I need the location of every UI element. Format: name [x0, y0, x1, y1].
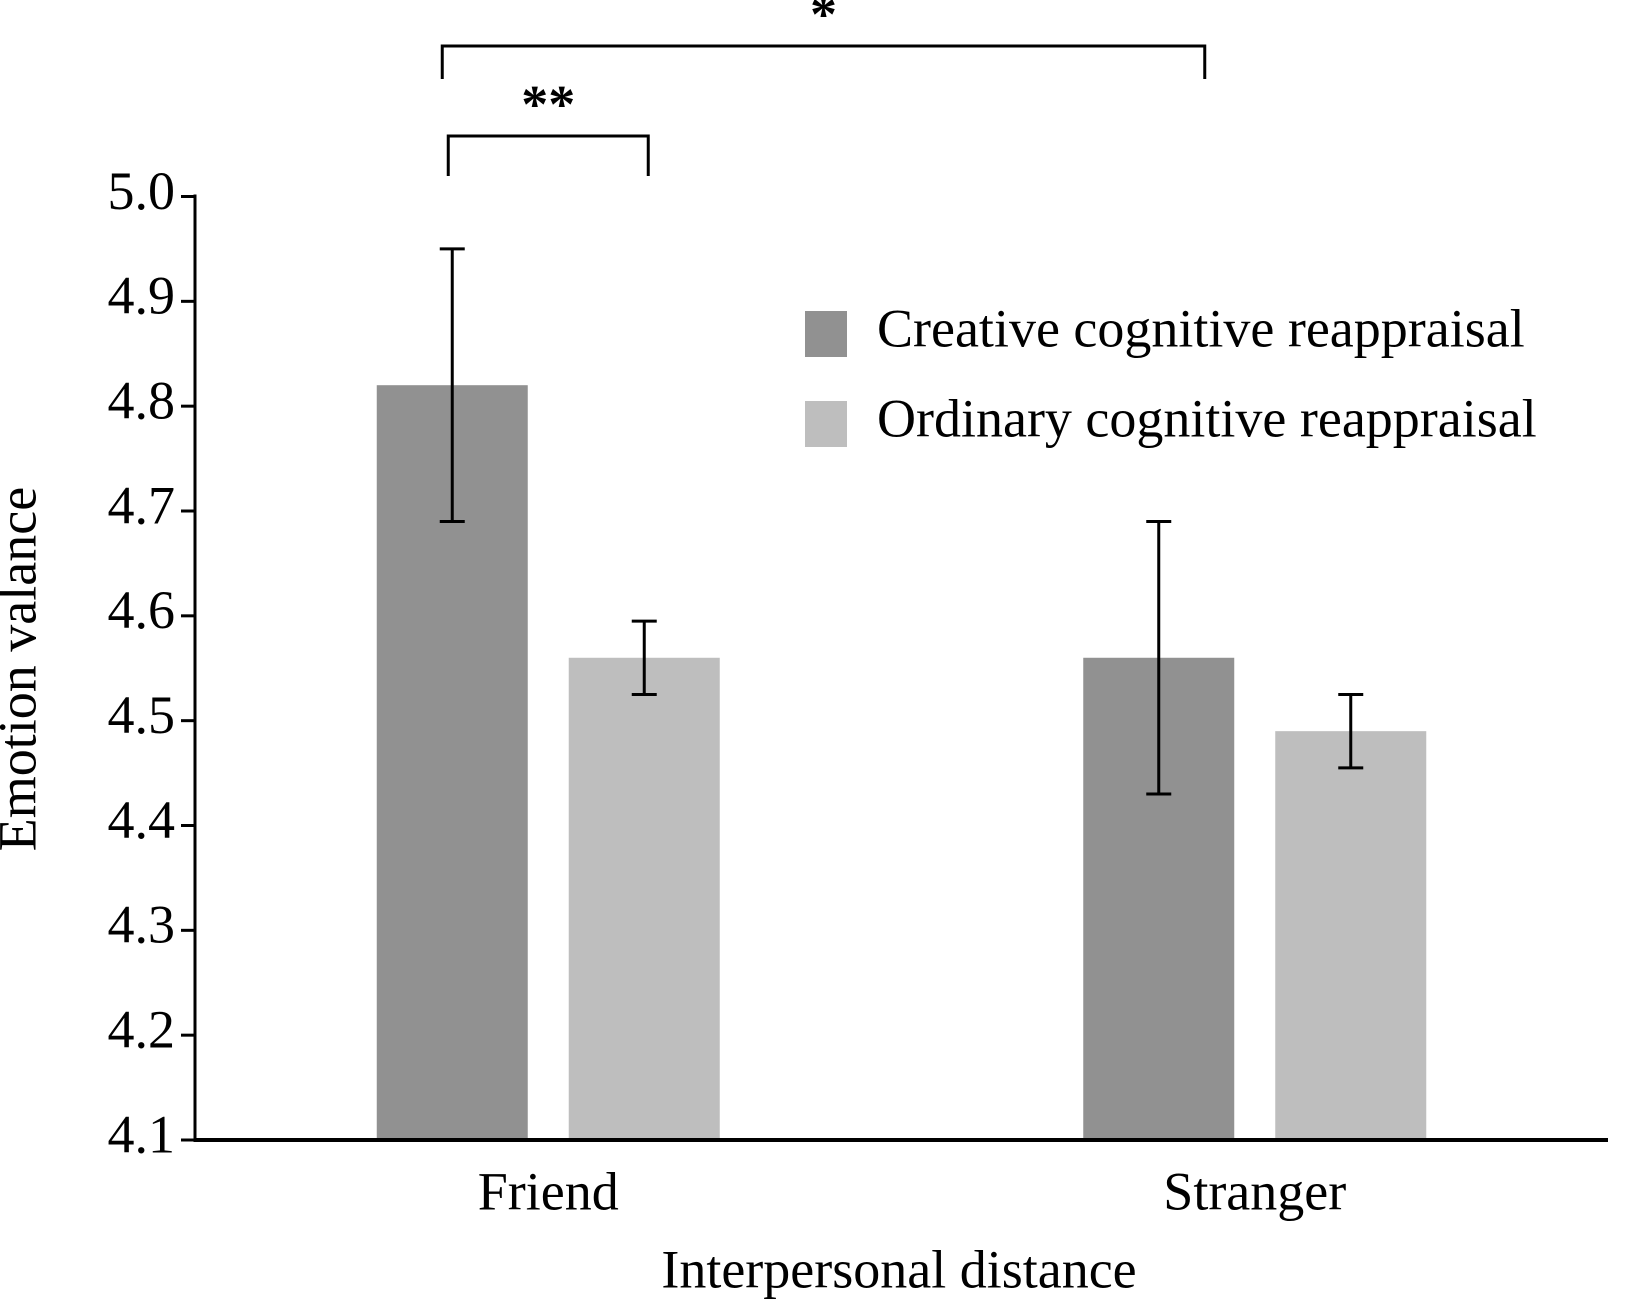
x-tick-label: Stranger: [1163, 1161, 1346, 1221]
x-axis-title: Interpersonal distance: [661, 1239, 1136, 1299]
legend-swatch: [805, 311, 847, 357]
error-bar: [1338, 692, 1364, 770]
significance-label: *: [810, 0, 837, 44]
y-tick-label: 4.3: [108, 895, 176, 955]
error-bar: [631, 619, 657, 696]
y-tick-label: 5.0: [108, 161, 176, 221]
bar: [1275, 731, 1427, 1140]
y-tick-label: 4.2: [108, 1000, 176, 1060]
bar: [568, 657, 720, 1140]
significance-bracket: [440, 44, 1207, 79]
error-bar: [439, 247, 465, 523]
significance-bracket: [446, 134, 650, 176]
y-tick-label: 4.8: [108, 371, 176, 431]
error-bar: [1146, 519, 1172, 796]
y-tick-label: 4.5: [108, 685, 176, 745]
y-tick-label: 4.4: [108, 790, 176, 850]
y-axis-title: Emotion valance: [0, 487, 47, 851]
y-tick-label: 4.6: [108, 580, 176, 640]
legend-label: Creative cognitive reappraisal: [877, 298, 1525, 358]
y-tick-label: 4.1: [108, 1104, 176, 1164]
legend-swatch: [805, 401, 847, 447]
legend-label: Ordinary cognitive reappraisal: [877, 388, 1537, 448]
x-tick-label: Friend: [478, 1161, 619, 1221]
y-tick-label: 4.7: [108, 475, 176, 535]
significance-label: **: [521, 74, 575, 134]
y-tick-label: 4.9: [108, 266, 176, 326]
